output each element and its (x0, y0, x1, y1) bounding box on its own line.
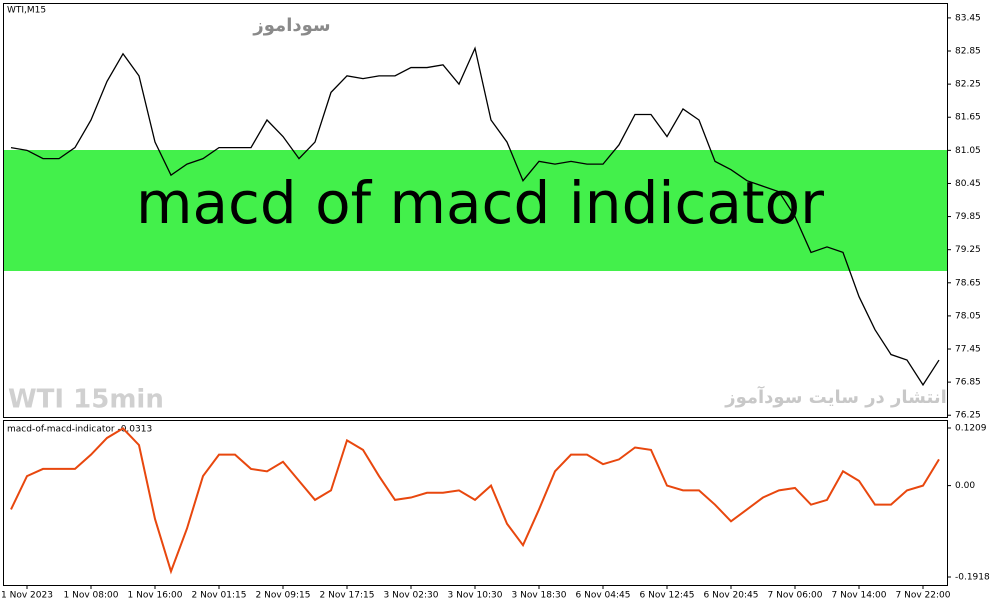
panel-frame (3, 420, 948, 586)
y-tick-label: -0.1918 (955, 572, 990, 582)
chart-title: macd-of-macd-indicator -0.0313 (7, 425, 152, 435)
x-tick-label: 1 Nov 2023 (1, 591, 53, 601)
y-tick-label: 83.45 (955, 13, 981, 23)
y-tick-label: 80.45 (955, 179, 981, 189)
watermark: WTI 15min (8, 385, 164, 415)
y-tick-label: 79.25 (955, 245, 981, 255)
banner-text: macd of macd indicator (136, 169, 824, 237)
y-tick-label: 82.85 (955, 47, 981, 57)
series-line (10, 427, 940, 575)
panel-frame (3, 3, 948, 418)
y-tick-label: 0.1209 (955, 424, 987, 434)
y-tick-label: 77.45 (955, 345, 981, 355)
x-tick-label: 2 Nov 01:15 (192, 591, 247, 601)
x-tick-label: 1 Nov 16:00 (128, 591, 183, 601)
x-tick-label: 7 Nov 14:00 (832, 591, 887, 601)
y-tick-label: 82.25 (955, 80, 981, 90)
x-tick-label: 2 Nov 09:15 (256, 591, 311, 601)
y-tick-label: 81.05 (955, 146, 981, 156)
x-tick-label: 1 Nov 08:00 (64, 591, 119, 601)
banner-band (3, 150, 947, 271)
x-tick-label: 6 Nov 20:45 (704, 591, 759, 601)
x-tick-label: 7 Nov 22:00 (896, 591, 951, 601)
x-tick-label: 3 Nov 18:30 (512, 591, 567, 601)
x-tick-label: 6 Nov 12:45 (640, 591, 695, 601)
x-tick-label: 3 Nov 10:30 (448, 591, 503, 601)
x-tick-label: 7 Nov 06:00 (768, 591, 823, 601)
y-tick-label: 78.05 (955, 311, 981, 321)
y-tick-label: 78.65 (955, 278, 981, 288)
y-tick-label: 76.85 (955, 378, 981, 388)
series-line (10, 46, 940, 387)
x-tick-label: 2 Nov 17:15 (320, 591, 375, 601)
y-tick-label: 76.25 (955, 411, 981, 421)
y-tick-label: 79.85 (955, 212, 981, 222)
chart-title: WTI,M15 (7, 6, 46, 16)
watermark: انتشار در سایت سودآموز (724, 385, 947, 408)
y-tick-label: 0.00 (955, 481, 975, 491)
x-tick-label: 6 Nov 04:45 (576, 591, 631, 601)
watermark: سوداموز (252, 15, 330, 36)
y-tick-label: 81.65 (955, 113, 981, 123)
x-tick-label: 3 Nov 02:30 (384, 591, 439, 601)
